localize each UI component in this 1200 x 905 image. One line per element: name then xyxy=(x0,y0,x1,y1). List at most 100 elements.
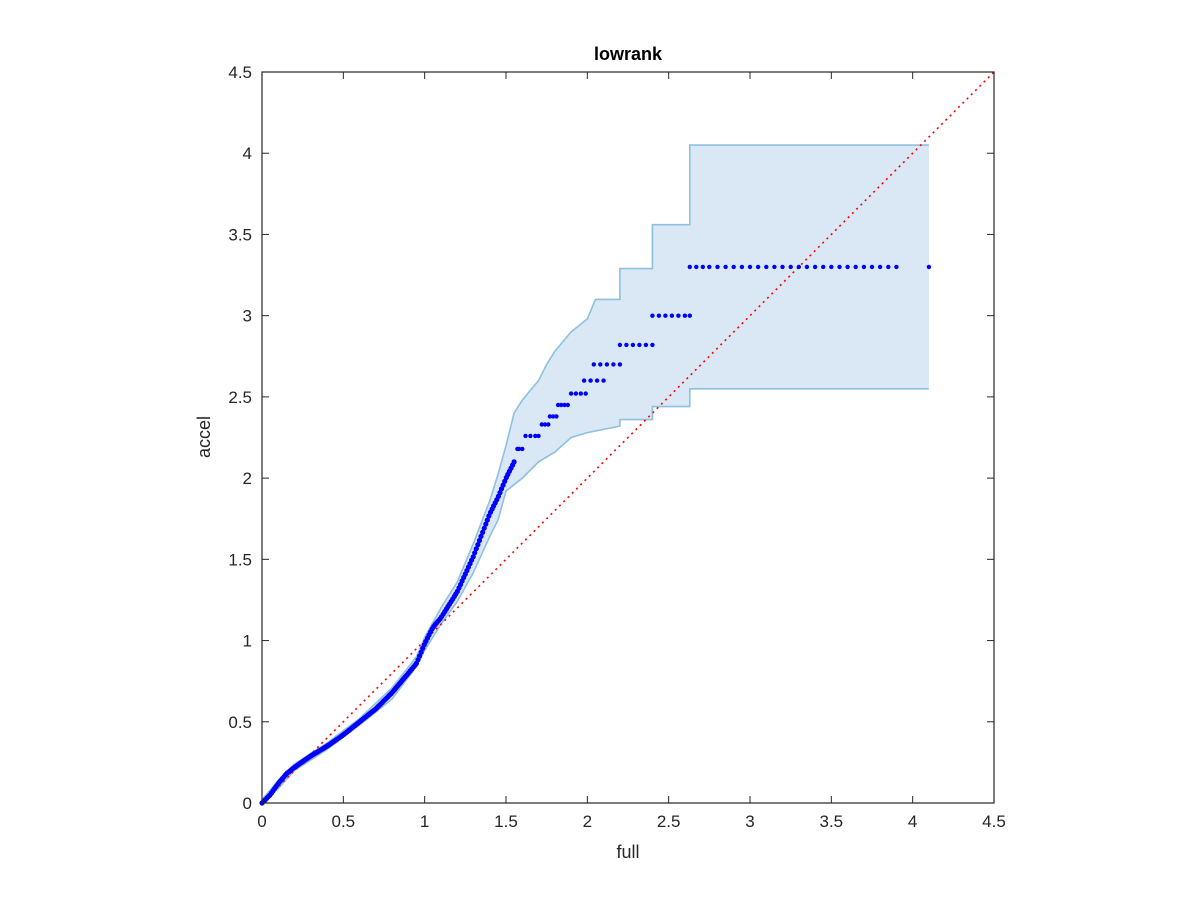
data-point xyxy=(821,264,826,270)
data-point xyxy=(578,391,583,396)
data-point xyxy=(682,313,688,318)
y-axis-label: accel xyxy=(194,416,214,458)
data-point xyxy=(772,264,777,270)
data-point xyxy=(707,264,712,270)
data-point xyxy=(739,264,745,270)
x-tick-label: 1.5 xyxy=(494,812,518,831)
y-tick-label: 0 xyxy=(243,794,252,813)
data-point xyxy=(676,313,681,318)
data-point xyxy=(472,550,478,556)
data-point xyxy=(669,313,675,318)
data-point xyxy=(533,433,538,439)
data-point xyxy=(617,362,623,367)
y-tick-label: 0.5 xyxy=(228,713,252,732)
axes-layer: 0 0.5 1 1.5 2 2.5 3 3.5 4 4.5 0 0.5 1 1.5 2 2.5 3 3.5 4 4.5 xyxy=(228,63,1005,831)
y-tick-label: 1 xyxy=(243,632,252,651)
x-tick-label: 0.5 xyxy=(332,812,356,831)
x-axis-label: full xyxy=(616,842,639,862)
reference-line-layer xyxy=(261,71,995,804)
data-point xyxy=(845,264,850,270)
data-point xyxy=(694,264,699,270)
data-point xyxy=(853,264,858,270)
data-point xyxy=(546,422,551,427)
data-point xyxy=(650,313,655,318)
data-point xyxy=(528,433,533,439)
axes-box xyxy=(261,71,995,804)
data-point xyxy=(484,517,490,523)
data-point xyxy=(481,525,487,531)
data-point xyxy=(523,433,528,439)
data-point xyxy=(869,264,875,270)
data-point xyxy=(555,402,561,408)
data-point xyxy=(926,264,932,270)
data-point xyxy=(588,378,593,383)
data-point xyxy=(470,554,476,560)
data-point xyxy=(788,264,793,270)
data-point xyxy=(723,264,728,270)
data-point xyxy=(617,342,623,348)
data-point xyxy=(568,391,574,396)
confidence-band-upper-edge xyxy=(261,144,929,801)
y-tick-label: 2.5 xyxy=(228,388,252,407)
data-point xyxy=(755,264,761,270)
data-point xyxy=(536,433,541,439)
x-tick-label: 4.5 xyxy=(982,812,1006,831)
data-point xyxy=(478,533,484,540)
data-point xyxy=(473,546,479,552)
y-tick-label: 3.5 xyxy=(228,225,252,244)
data-point xyxy=(559,402,564,408)
data-point xyxy=(475,542,481,548)
data-point xyxy=(650,342,655,348)
data-point xyxy=(611,362,616,367)
data-point xyxy=(780,264,785,270)
data-point xyxy=(601,378,606,383)
data-point xyxy=(886,264,891,270)
data-point xyxy=(877,264,883,270)
x-tick-label: 2 xyxy=(583,812,592,831)
data-point xyxy=(562,402,567,408)
reference-diagonal-line xyxy=(261,71,995,804)
data-point xyxy=(480,529,486,535)
data-point xyxy=(796,264,801,270)
data-point xyxy=(700,264,705,270)
data-point xyxy=(511,459,517,465)
data-point xyxy=(539,422,544,427)
x-tick-label: 1 xyxy=(420,812,429,831)
x-tick-label: 4 xyxy=(908,812,917,831)
data-point xyxy=(520,446,525,452)
data-point xyxy=(837,264,842,270)
data-point xyxy=(861,264,867,270)
data-point xyxy=(573,391,579,396)
chart-title: lowrank xyxy=(594,44,663,64)
data-point xyxy=(663,313,668,318)
data-point xyxy=(624,342,629,348)
data-point xyxy=(591,362,596,367)
data-point xyxy=(516,446,522,452)
data-point xyxy=(829,264,834,270)
data-point xyxy=(598,362,603,367)
y-tick-label: 4.5 xyxy=(228,63,252,82)
data-point xyxy=(547,414,553,419)
data-point xyxy=(715,264,720,270)
data-point xyxy=(731,264,736,270)
data-point xyxy=(637,342,642,348)
y-tick-label: 4 xyxy=(243,144,252,163)
y-tick-label: 2 xyxy=(243,469,252,488)
data-point xyxy=(583,391,588,396)
data-point xyxy=(747,264,753,270)
data-point xyxy=(630,342,636,348)
data-point xyxy=(656,313,662,318)
data-point xyxy=(581,378,587,383)
data-point xyxy=(812,264,818,270)
data-point xyxy=(764,264,769,270)
x-tick-label: 3.5 xyxy=(820,812,844,831)
data-point xyxy=(687,264,692,270)
data-point xyxy=(551,414,556,419)
data-point xyxy=(483,521,489,527)
data-point xyxy=(476,537,483,544)
x-tick-label: 3 xyxy=(745,812,754,831)
data-point xyxy=(643,342,649,348)
